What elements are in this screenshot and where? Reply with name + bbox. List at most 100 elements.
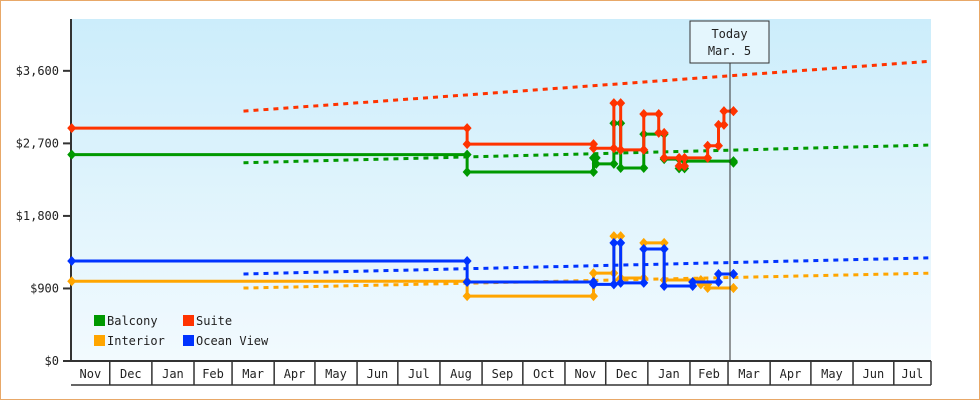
data-point <box>588 268 598 279</box>
x-tick-label: Sep <box>492 367 514 381</box>
series-ocean-view <box>67 237 932 292</box>
y-tick-label: $2,700 <box>16 136 59 150</box>
projection-line-suite <box>243 59 932 113</box>
data-point <box>639 162 649 173</box>
projection-line-ocean-view <box>243 256 932 276</box>
x-tick-label: Feb <box>202 367 224 381</box>
x-tick-label: Mar <box>738 367 760 381</box>
legend-item-balcony: Balcony <box>94 314 158 328</box>
data-point <box>728 157 738 168</box>
data-point <box>639 144 649 155</box>
data-point <box>703 283 713 294</box>
data-point <box>714 268 724 279</box>
today-box <box>689 20 770 64</box>
data-point <box>703 152 713 163</box>
data-point <box>616 98 626 109</box>
y-axis: $0 $900 $1,800 $2,700 $3,600 <box>16 19 72 368</box>
data-point <box>462 149 472 160</box>
data-point <box>659 152 669 163</box>
x-tick-label: May <box>821 367 843 381</box>
data-point <box>462 291 472 302</box>
x-tick-label: Jan <box>162 367 184 381</box>
data-point <box>639 237 649 248</box>
today-date: Mar. 5 <box>708 44 751 58</box>
legend-swatch <box>183 315 194 326</box>
data-point <box>616 237 626 248</box>
data-point <box>659 127 669 138</box>
legend: Balcony Suite Interior Ocean View <box>94 314 269 348</box>
y-tick-label: $3,600 <box>16 64 59 78</box>
data-point <box>616 144 626 155</box>
legend-swatch <box>94 335 105 346</box>
data-point <box>659 281 669 292</box>
y-tick-label: $900 <box>30 281 59 295</box>
projection-line-balcony <box>243 143 932 165</box>
data-point <box>654 108 664 119</box>
legend-label: Ocean View <box>196 334 269 348</box>
legend-item-interior: Interior <box>94 334 165 348</box>
series-suite <box>67 59 932 171</box>
data-point <box>588 279 598 290</box>
data-point <box>462 166 472 177</box>
data-point <box>728 268 738 279</box>
data-point <box>674 152 684 163</box>
x-tick-label: Nov <box>575 367 597 381</box>
data-point <box>588 291 598 302</box>
x-tick-label: Jun <box>863 367 885 381</box>
x-tick-label: Jul <box>408 367 430 381</box>
x-tick-label: Jan <box>658 367 680 381</box>
data-point <box>654 127 664 138</box>
data-point <box>728 106 738 117</box>
data-point <box>609 237 619 248</box>
x-tick-label: Mar <box>242 367 264 381</box>
legend-label: Suite <box>196 314 232 328</box>
data-point <box>67 276 77 287</box>
legend-label: Balcony <box>107 314 158 328</box>
data-point <box>588 166 598 177</box>
data-point <box>659 243 669 254</box>
legend-label: Interior <box>107 334 165 348</box>
today-marker: Today Mar. 5 <box>689 20 770 361</box>
legend-swatch <box>183 335 194 346</box>
data-point <box>609 98 619 109</box>
data-point <box>639 108 649 119</box>
x-tick-label: May <box>325 367 347 381</box>
x-tick-label: Jul <box>902 367 924 381</box>
data-point <box>588 143 598 154</box>
data-point <box>462 139 472 150</box>
x-tick-label: Aug <box>450 367 472 381</box>
data-point <box>609 143 619 154</box>
data-point <box>728 283 738 294</box>
x-tick-label: Apr <box>780 367 802 381</box>
x-tick-label: Dec <box>120 367 142 381</box>
data-point <box>714 277 724 288</box>
x-tick-label: Feb <box>698 367 720 381</box>
x-tick-label: Jun <box>367 367 389 381</box>
legend-item-ocean-view: Ocean View <box>183 334 269 348</box>
data-point <box>703 140 713 151</box>
data-point <box>616 277 626 288</box>
data-point <box>719 106 729 117</box>
data-point <box>609 279 619 290</box>
today-label: Today <box>711 27 747 41</box>
legend-item-suite: Suite <box>183 314 232 328</box>
data-point <box>639 243 649 254</box>
y-tick-label: $1,800 <box>16 209 59 223</box>
legend-swatch <box>94 315 105 326</box>
data-point <box>591 152 601 163</box>
x-tick-label: Nov <box>80 367 102 381</box>
data-point <box>462 277 472 288</box>
data-point <box>616 231 626 242</box>
x-tick-label: Apr <box>284 367 306 381</box>
data-point <box>674 160 684 171</box>
x-tick-label: Oct <box>533 367 555 381</box>
data-point <box>591 158 601 169</box>
data-point <box>639 277 649 288</box>
data-point <box>462 123 472 134</box>
data-point <box>659 237 669 248</box>
data-point <box>462 256 472 267</box>
y-tick-label: $0 <box>45 354 59 368</box>
data-point <box>609 158 619 169</box>
